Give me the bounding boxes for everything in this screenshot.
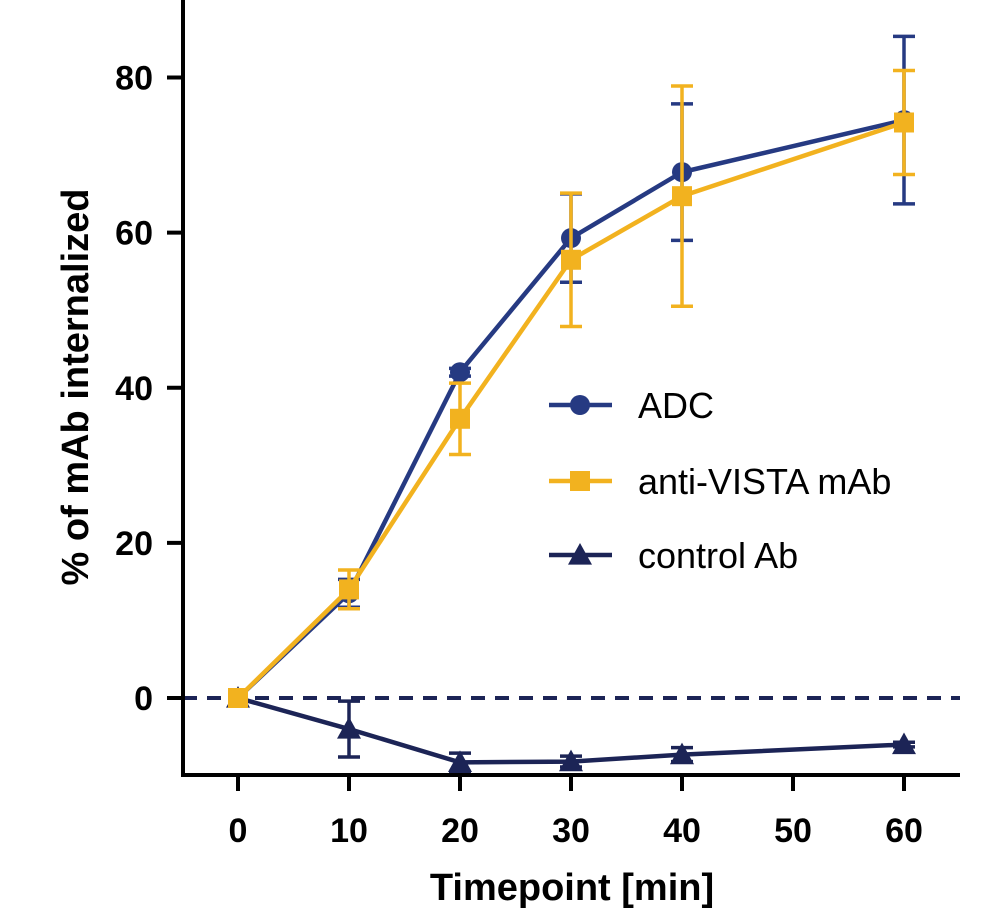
data-point <box>448 750 472 772</box>
data-point <box>450 408 470 429</box>
legend-label: anti-VISTA mAb <box>638 461 891 502</box>
x-tick-label: 50 <box>774 812 812 850</box>
x-axis-ticks: 0 10 20 30 40 50 60 <box>229 775 923 850</box>
series-line <box>236 117 905 700</box>
x-tick-label: 30 <box>552 812 590 850</box>
x-tick-label: 10 <box>330 812 368 850</box>
data-point <box>228 688 248 708</box>
legend-marker <box>570 471 590 491</box>
y-tick-label: 0 <box>134 680 153 718</box>
x-tick-label: 0 <box>229 812 248 850</box>
data-point <box>670 742 694 765</box>
legend-marker <box>568 543 592 565</box>
data-point <box>894 112 914 133</box>
legend-item: anti-VISTA mAb <box>549 461 891 502</box>
legend-label: control Ab <box>638 535 798 576</box>
legend-label: ADC <box>638 385 714 426</box>
series-line <box>237 695 905 765</box>
series-layer <box>226 34 916 774</box>
x-tick-label: 20 <box>441 812 479 850</box>
y-axis-ticks: 0 20 40 60 80 <box>115 60 183 718</box>
data-point <box>450 362 470 383</box>
legend-item: ADC <box>549 385 714 426</box>
x-tick-label: 40 <box>663 812 701 850</box>
x-tick-label: 60 <box>885 812 923 850</box>
legend-marker <box>570 395 590 415</box>
data-point <box>339 579 359 600</box>
series-anti-vista-mab <box>228 68 915 708</box>
y-axis-title: % of mAb internalized <box>55 189 97 586</box>
data-point <box>561 249 581 270</box>
axes-layer: 0 20 40 60 80 0 10 20 30 40 50 60 <box>115 0 960 850</box>
y-tick-label: 80 <box>115 60 153 98</box>
data-point <box>892 732 916 755</box>
y-tick-label: 60 <box>115 215 153 253</box>
x-axis-title: Timepoint [min] <box>430 867 714 909</box>
y-tick-label: 20 <box>115 525 153 563</box>
data-point <box>559 749 583 772</box>
series-line <box>236 120 905 700</box>
data-point <box>337 717 361 739</box>
legend-item: control Ab <box>549 535 798 576</box>
y-tick-label: 40 <box>115 370 153 408</box>
legend: ADC anti-VISTA mAb control Ab <box>549 385 891 576</box>
data-point <box>672 186 692 207</box>
